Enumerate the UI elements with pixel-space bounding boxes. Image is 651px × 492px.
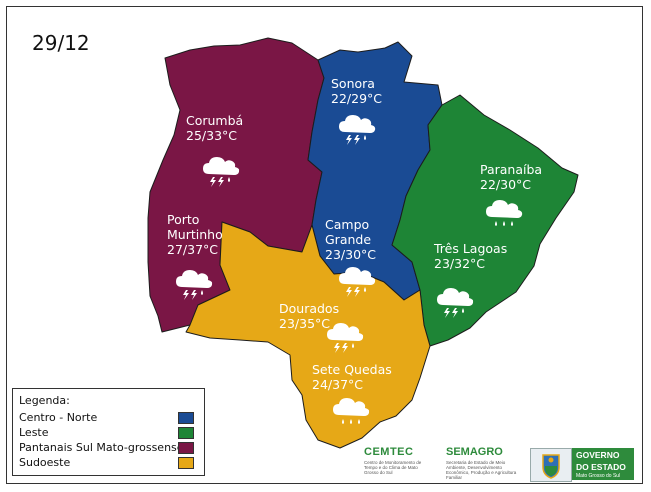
city-temp-corumba: 25/33°C (186, 128, 237, 143)
governo-line3: Mato Grosso do Sul (576, 473, 621, 479)
governo-logo: GOVERNO DO ESTADO Mato Grosso do Sul (530, 446, 640, 482)
legend-item-sudoeste: Sudoeste (19, 455, 198, 470)
city-name-tres-lagoas: Três Lagoas (433, 241, 507, 256)
semagro-name: SEMAGRO (446, 446, 503, 458)
legend-swatch (178, 412, 194, 424)
city-name-dourados: Dourados (279, 301, 339, 316)
city-name-sonora: Sonora (331, 76, 375, 91)
city-temp-dourados: 23/35°C (279, 316, 330, 331)
city-temp-sete-quedas: 24/37°C (312, 377, 363, 392)
city-name-porto-murtinho-2: Murtinho (167, 227, 223, 242)
city-name-sete-quedas: Sete Quedas (312, 362, 392, 377)
legend-label: Leste (19, 426, 49, 439)
forecast-date: 29/12 (32, 31, 90, 55)
city-temp-porto-murtinho: 27/37°C (167, 242, 218, 257)
cemtec-logo: CEMTEC Centro de Monitoramento de Tempo … (364, 446, 454, 475)
governo-line1: GOVERNO (576, 450, 620, 460)
region-leste (391, 94, 579, 347)
legend-item-centro-norte: Centro - Norte (19, 410, 198, 425)
city-temp-campo-grande: 23/30°C (325, 247, 376, 262)
legend-label: Centro - Norte (19, 411, 98, 424)
governo-line2: DO ESTADO (576, 462, 626, 472)
legend-swatch (178, 427, 194, 439)
legend: Legenda: Centro - Norte Leste Pantanais … (12, 388, 205, 476)
city-temp-paranaiba: 22/30°C (480, 177, 531, 192)
city-name-campo-grande-1: Campo (325, 217, 369, 232)
city-name-corumba: Corumbá (186, 113, 243, 128)
state-seal-icon (530, 448, 572, 482)
legend-item-leste: Leste (19, 425, 198, 440)
legend-title: Legenda: (19, 394, 70, 407)
cemtec-subtitle: Centro de Monitoramento de Tempo e do Cl… (364, 460, 422, 475)
city-name-paranaiba: Paranaíba (480, 162, 542, 177)
legend-swatch (178, 457, 194, 469)
legend-label: Pantanais Sul Mato-grossense (19, 441, 184, 454)
governo-box: GOVERNO DO ESTADO Mato Grosso do Sul (572, 448, 634, 480)
city-name-campo-grande-2: Grande (325, 232, 371, 247)
legend-label: Sudoeste (19, 456, 71, 469)
cemtec-name: CEMTEC (364, 446, 414, 458)
semagro-logo: SEMAGRO Secretaria de Estado de Meio Amb… (446, 446, 536, 480)
semagro-subtitle: Secretaria de Estado de Meio Ambiente, D… (446, 460, 517, 480)
legend-item-pantanais: Pantanais Sul Mato-grossense (19, 440, 198, 455)
city-temp-sonora: 22/29°C (331, 91, 382, 106)
city-temp-tres-lagoas: 23/32°C (434, 256, 485, 271)
legend-swatch (178, 442, 194, 454)
city-name-porto-murtinho-1: Porto (167, 212, 199, 227)
